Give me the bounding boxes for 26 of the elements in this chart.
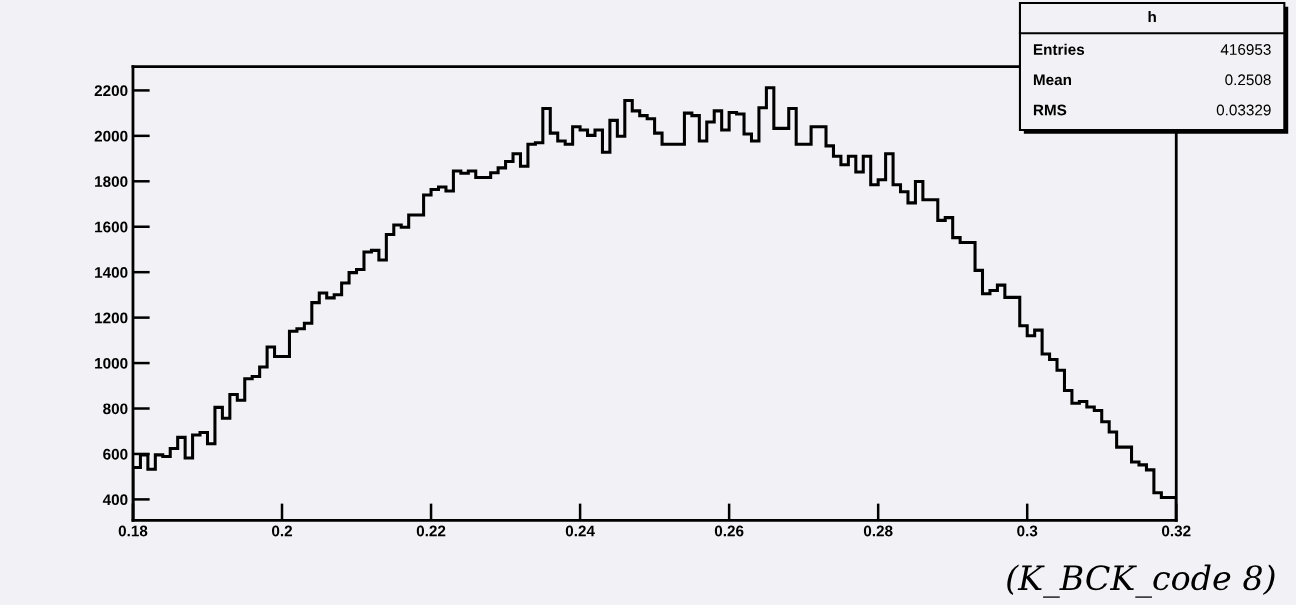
y-tick-label: 1200	[95, 312, 128, 324]
x-tick-label: 0.3	[1017, 525, 1038, 537]
x-tick-label: 0.26	[714, 525, 744, 537]
y-tick-label: 1600	[95, 221, 128, 233]
x-tick-label: 0.2	[272, 525, 293, 537]
y-tick-label: 1400	[95, 267, 128, 278]
text: 416953	[1220, 44, 1271, 55]
x-tick-label: 0.22	[416, 525, 446, 537]
x-tick-label: 0.28	[863, 525, 893, 537]
text: (K_BCK_code 8)	[1007, 564, 1275, 598]
x-tick-label: 0.18	[118, 525, 148, 537]
annotation: RMS	[1033, 104, 1067, 116]
y-tick-label: 2200	[94, 85, 128, 97]
y-tick-label: 400	[102, 494, 128, 506]
y-tick-label: 2000	[94, 130, 128, 142]
y-tick-label: 800	[103, 403, 128, 415]
x-tick-label: 0.32	[1161, 525, 1191, 537]
y-tick-label: 1000	[95, 357, 128, 369]
text: 0.2508	[1225, 74, 1271, 86]
annotation: Mean	[1033, 74, 1072, 86]
y-tick-label: 1800	[95, 176, 128, 187]
x-tick-label: 0.24	[565, 525, 595, 537]
text: 0.03329	[1216, 104, 1271, 116]
text: h	[1148, 11, 1156, 23]
text: Entries	[1033, 43, 1085, 55]
y-tick-label: 600	[103, 448, 128, 460]
